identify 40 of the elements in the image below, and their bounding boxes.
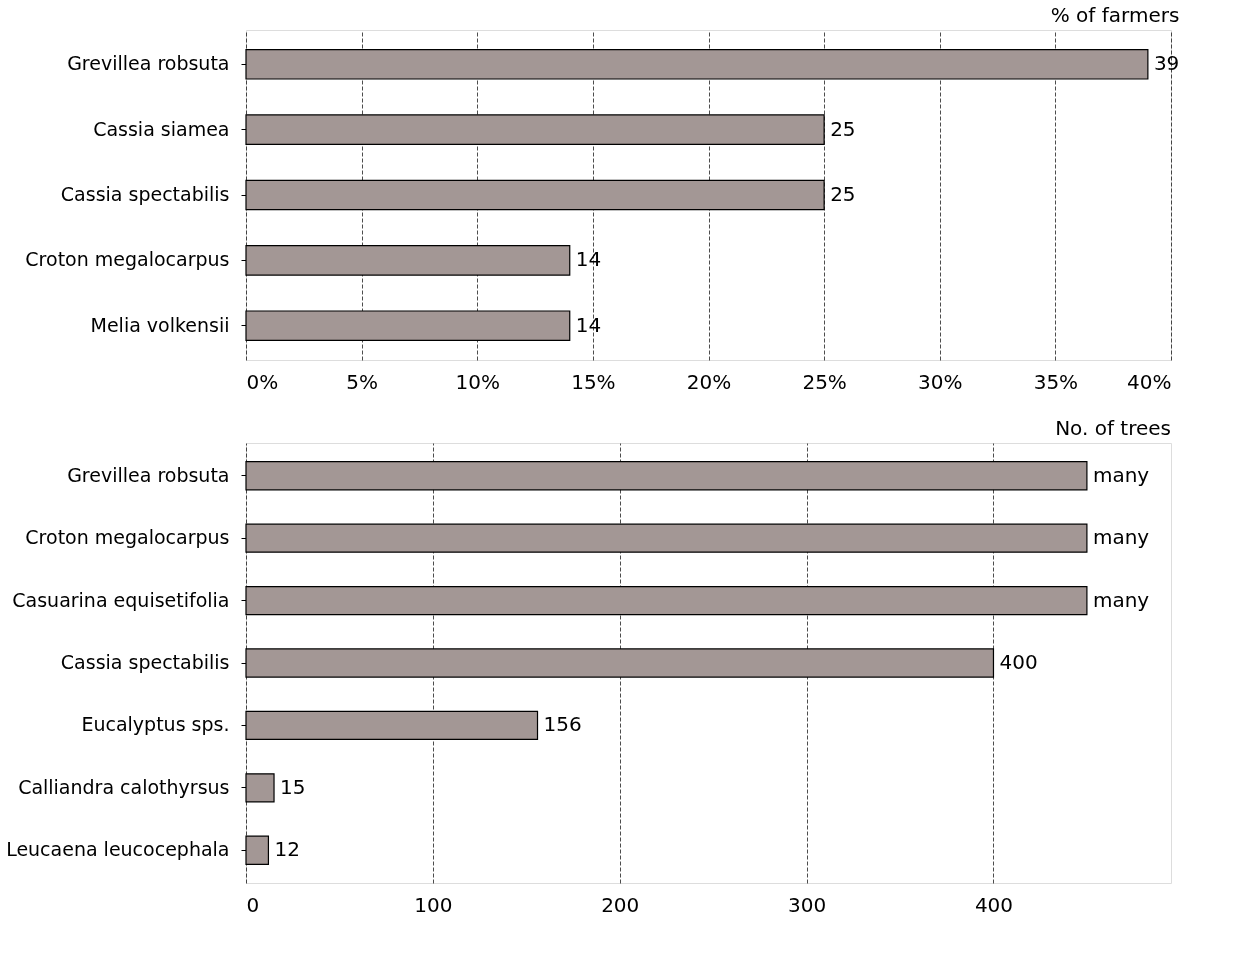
y-tick-label: Cassia spectabilis [60, 183, 230, 205]
data-label: 25 [830, 182, 856, 206]
y-tick-label: Leucaena leucocephala [6, 838, 230, 861]
chart-title: % of farmers [1050, 3, 1180, 27]
y-tick-label: Melia volkensii [90, 313, 230, 336]
data-label: many [1092, 462, 1150, 487]
x-tick-label: 5% [346, 369, 378, 394]
y-tick-label: Grevillea robsuta [67, 463, 230, 486]
x-tick-label: 40% [1127, 369, 1172, 394]
x-tick-label: 20% [686, 369, 732, 394]
y-tick-label: Croton megalocarpus [25, 248, 230, 271]
x-tick-label: 30% [918, 369, 963, 394]
x-tick-label: 35% [1033, 369, 1079, 394]
x-tick-label: 0 [246, 892, 260, 917]
data-label: 39 [1153, 51, 1180, 76]
x-tick-label: 25% [802, 369, 847, 394]
data-label: many [1092, 525, 1150, 550]
y-tick-label: Cassia spectabilis [60, 651, 230, 673]
x-tick-label: 15% [571, 369, 616, 394]
y-tick-label: Calliandra calothyrsus [18, 775, 230, 798]
x-tick-label: 400 [974, 892, 1014, 917]
y-tick-label: Grevillea robsuta [67, 52, 230, 75]
y-tick-label: Casuarina equisetifolia [12, 588, 230, 611]
y-tick-label: Croton megalocarpus [25, 526, 230, 549]
x-tick-label: 100 [414, 892, 453, 917]
data-label: 15 [280, 774, 306, 799]
y-tick-label: Eucalyptus sps. [81, 713, 230, 736]
x-tick-label: 200 [601, 892, 640, 917]
x-tick-label: 300 [788, 892, 827, 917]
data-label: 12 [274, 837, 300, 862]
data-label: 25 [830, 116, 856, 141]
data-label: many [1092, 587, 1150, 612]
data-label: 156 [543, 712, 582, 737]
y-tick-label: Cassia siamea [93, 117, 230, 140]
x-tick-label: 0% [246, 369, 279, 394]
data-label: 14 [575, 312, 602, 337]
data-label: 14 [575, 247, 602, 272]
data-label: 400 [999, 650, 1038, 674]
x-tick-label: 10% [455, 369, 500, 394]
chart-title: No. of trees [1055, 416, 1171, 440]
